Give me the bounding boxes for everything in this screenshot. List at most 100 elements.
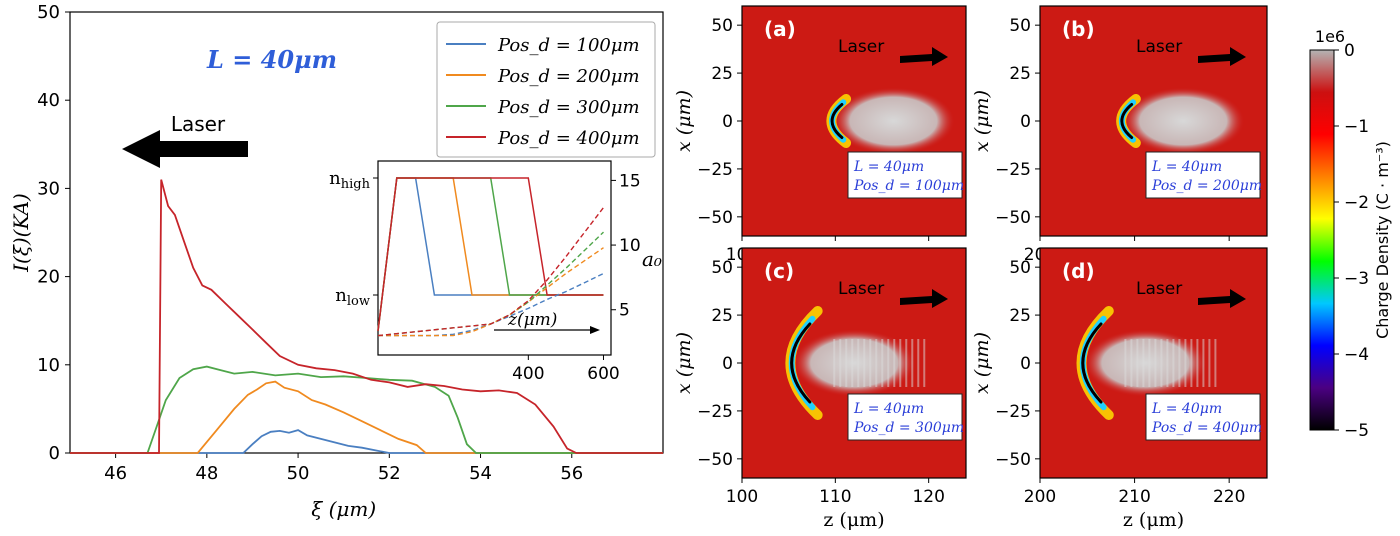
panel-tag: (d) xyxy=(1062,259,1095,283)
colorbar-gradient xyxy=(1309,49,1335,431)
laser-arrow-icon xyxy=(1198,47,1246,66)
inset-x-tick-label: 600 xyxy=(587,364,619,384)
sheath-core xyxy=(1081,322,1103,404)
plasma-bubble xyxy=(1083,329,1208,397)
y-tick-label: 30 xyxy=(37,178,60,199)
y-axis-label: x (μm) xyxy=(971,332,993,394)
info-box-line: Pos_d = 300μm xyxy=(853,420,964,436)
y-axis-label: I(ξ)(KA) xyxy=(9,193,33,273)
x-tick-label: 50 xyxy=(287,463,310,484)
panel-tag: (b) xyxy=(1062,17,1095,41)
colorbar: 0 −1 −2 −3 −4 −5 1e6 Charge Density (C · m⁻³) xyxy=(1309,27,1392,441)
sheath-core xyxy=(790,322,812,404)
laser-label: Laser xyxy=(838,279,884,299)
x-tick-label: 100 xyxy=(726,487,758,507)
map-panel-a: (a) Laser L = 40μm Pos_d = 100μm 50 25 0 −25 −50… xyxy=(673,5,967,289)
y-tick-label: 0 xyxy=(1020,354,1031,374)
inset-x-label: z(μm) xyxy=(507,310,557,330)
y-tick-label: −50 xyxy=(697,208,733,228)
info-box xyxy=(1145,151,1261,199)
y-tick-label: 0 xyxy=(1020,112,1031,132)
map-panel-d: (d) Laser L = 40μm Pos_d = 400μm 50 25 0 −25 −50… xyxy=(971,247,1268,531)
colorbar-tick-label: −3 xyxy=(1344,269,1369,289)
y-tick-label: 0 xyxy=(722,354,733,374)
info-box-line: Pos_d = 200μm xyxy=(1151,178,1262,194)
legend: Pos_d = 100μm Pos_d = 200μm Pos_d = 300μm P… xyxy=(436,21,656,158)
x-tick-label: 56 xyxy=(560,463,583,484)
y-tick-label: −25 xyxy=(697,402,733,422)
x-axis-label: z (μm) xyxy=(1123,509,1184,531)
y-tick-label: −25 xyxy=(995,160,1031,180)
plot-frame xyxy=(69,11,664,454)
sheath-core xyxy=(1120,103,1134,139)
info-box-line: L = 40μm xyxy=(1151,401,1222,417)
y-tick-label: −50 xyxy=(995,208,1031,228)
y-tick-label: 50 xyxy=(1009,258,1031,278)
y-tick-label: 25 xyxy=(1009,64,1031,84)
colorbar-tick-label: −5 xyxy=(1344,421,1369,441)
sheath-core xyxy=(830,103,844,139)
y-tick-label: 20 xyxy=(37,267,60,288)
info-box-line: Pos_d = 100μm xyxy=(853,178,964,194)
x-tick-label: 200 xyxy=(1024,487,1056,507)
x-tick-label: 52 xyxy=(378,463,401,484)
colorbar-tick-label: 0 xyxy=(1344,41,1355,61)
x-tick-label: 120 xyxy=(912,487,944,507)
info-box xyxy=(847,151,963,199)
y-tick-label: 25 xyxy=(1009,306,1031,326)
charge-density-maps: (a) Laser L = 40μm Pos_d = 100μm 50 25 0 −25 −50… xyxy=(673,5,1268,531)
colorbar-tick-label: −2 xyxy=(1344,193,1369,213)
y-axis-label: x (μm) xyxy=(673,90,695,152)
map-panel-c: (c) Laser L = 40μm Pos_d = 300μm 50 25 0 −25 −50… xyxy=(673,247,967,531)
series-line-pos300 xyxy=(70,365,663,454)
legend-box xyxy=(436,21,656,158)
laser-label: Laser xyxy=(838,37,884,57)
y-tick-label: 50 xyxy=(711,258,733,278)
info-box-line: L = 40μm xyxy=(1151,159,1222,175)
y-tick-label: −50 xyxy=(995,450,1031,470)
panel-tag: (a) xyxy=(764,17,796,41)
y-tick-label: 50 xyxy=(37,2,60,23)
laser-label: Laser xyxy=(171,112,226,136)
series-line-pos400 xyxy=(70,179,663,454)
laser-label: Laser xyxy=(1136,279,1182,299)
panel-tag: (c) xyxy=(764,259,794,283)
inset-y-tick-label: 15 xyxy=(619,171,641,191)
length-annotation: L = 40μm xyxy=(206,45,337,74)
legend-label: Pos_d = 300μm xyxy=(497,97,640,118)
laser-arrow-icon xyxy=(900,47,948,66)
plasma-bubble xyxy=(1121,87,1246,155)
y-tick-label: 50 xyxy=(1009,16,1031,36)
y-tick-label: 50 xyxy=(711,16,733,36)
density-profile-4 xyxy=(377,177,604,332)
info-box xyxy=(1145,393,1261,441)
plasma-bubble xyxy=(792,329,917,397)
y-tick-label: −25 xyxy=(995,402,1031,422)
x-axis-label: ξ (μm) xyxy=(311,497,376,521)
inset-frame xyxy=(377,160,612,356)
info-box-line: L = 40μm xyxy=(853,159,924,175)
inset-arrow-head-icon xyxy=(590,326,600,334)
a0-axis-label: a₀ xyxy=(642,247,662,271)
y-tick-label: 40 xyxy=(37,90,60,111)
inset-y-tick-label: 10 xyxy=(619,236,641,256)
colorbar-scale-label: 1e6 xyxy=(1315,27,1345,46)
x-tick-label: 110 xyxy=(819,487,851,507)
a0-curve-1 xyxy=(378,272,604,337)
x-axis-label: z (μm) xyxy=(823,509,884,531)
legend-label: Pos_d = 400μm xyxy=(497,128,640,149)
colorbar-tick-label: −4 xyxy=(1344,345,1369,365)
y-tick-label: 10 xyxy=(37,355,60,376)
laser-label: Laser xyxy=(1136,37,1182,57)
series-line-pos100 xyxy=(70,429,663,454)
plasma-bubble xyxy=(831,87,956,155)
y-tick-label: 0 xyxy=(722,112,733,132)
current-profile-chart: 0 10 20 30 40 50 46 48 50 52 54 56 ξ (μm) I(ξ)(KA) L =… xyxy=(9,2,664,521)
inset-chart: nhigh nlow 400 600 5 10 15 a₀ z(μm) xyxy=(329,160,662,384)
y-tick-label: −50 xyxy=(697,450,733,470)
a0-curve-4 xyxy=(377,207,605,337)
y-axis-label: x (μm) xyxy=(971,90,993,152)
y-tick-label: 25 xyxy=(711,64,733,84)
x-tick-label: 46 xyxy=(104,463,127,484)
laser-arrow-icon xyxy=(122,130,248,168)
